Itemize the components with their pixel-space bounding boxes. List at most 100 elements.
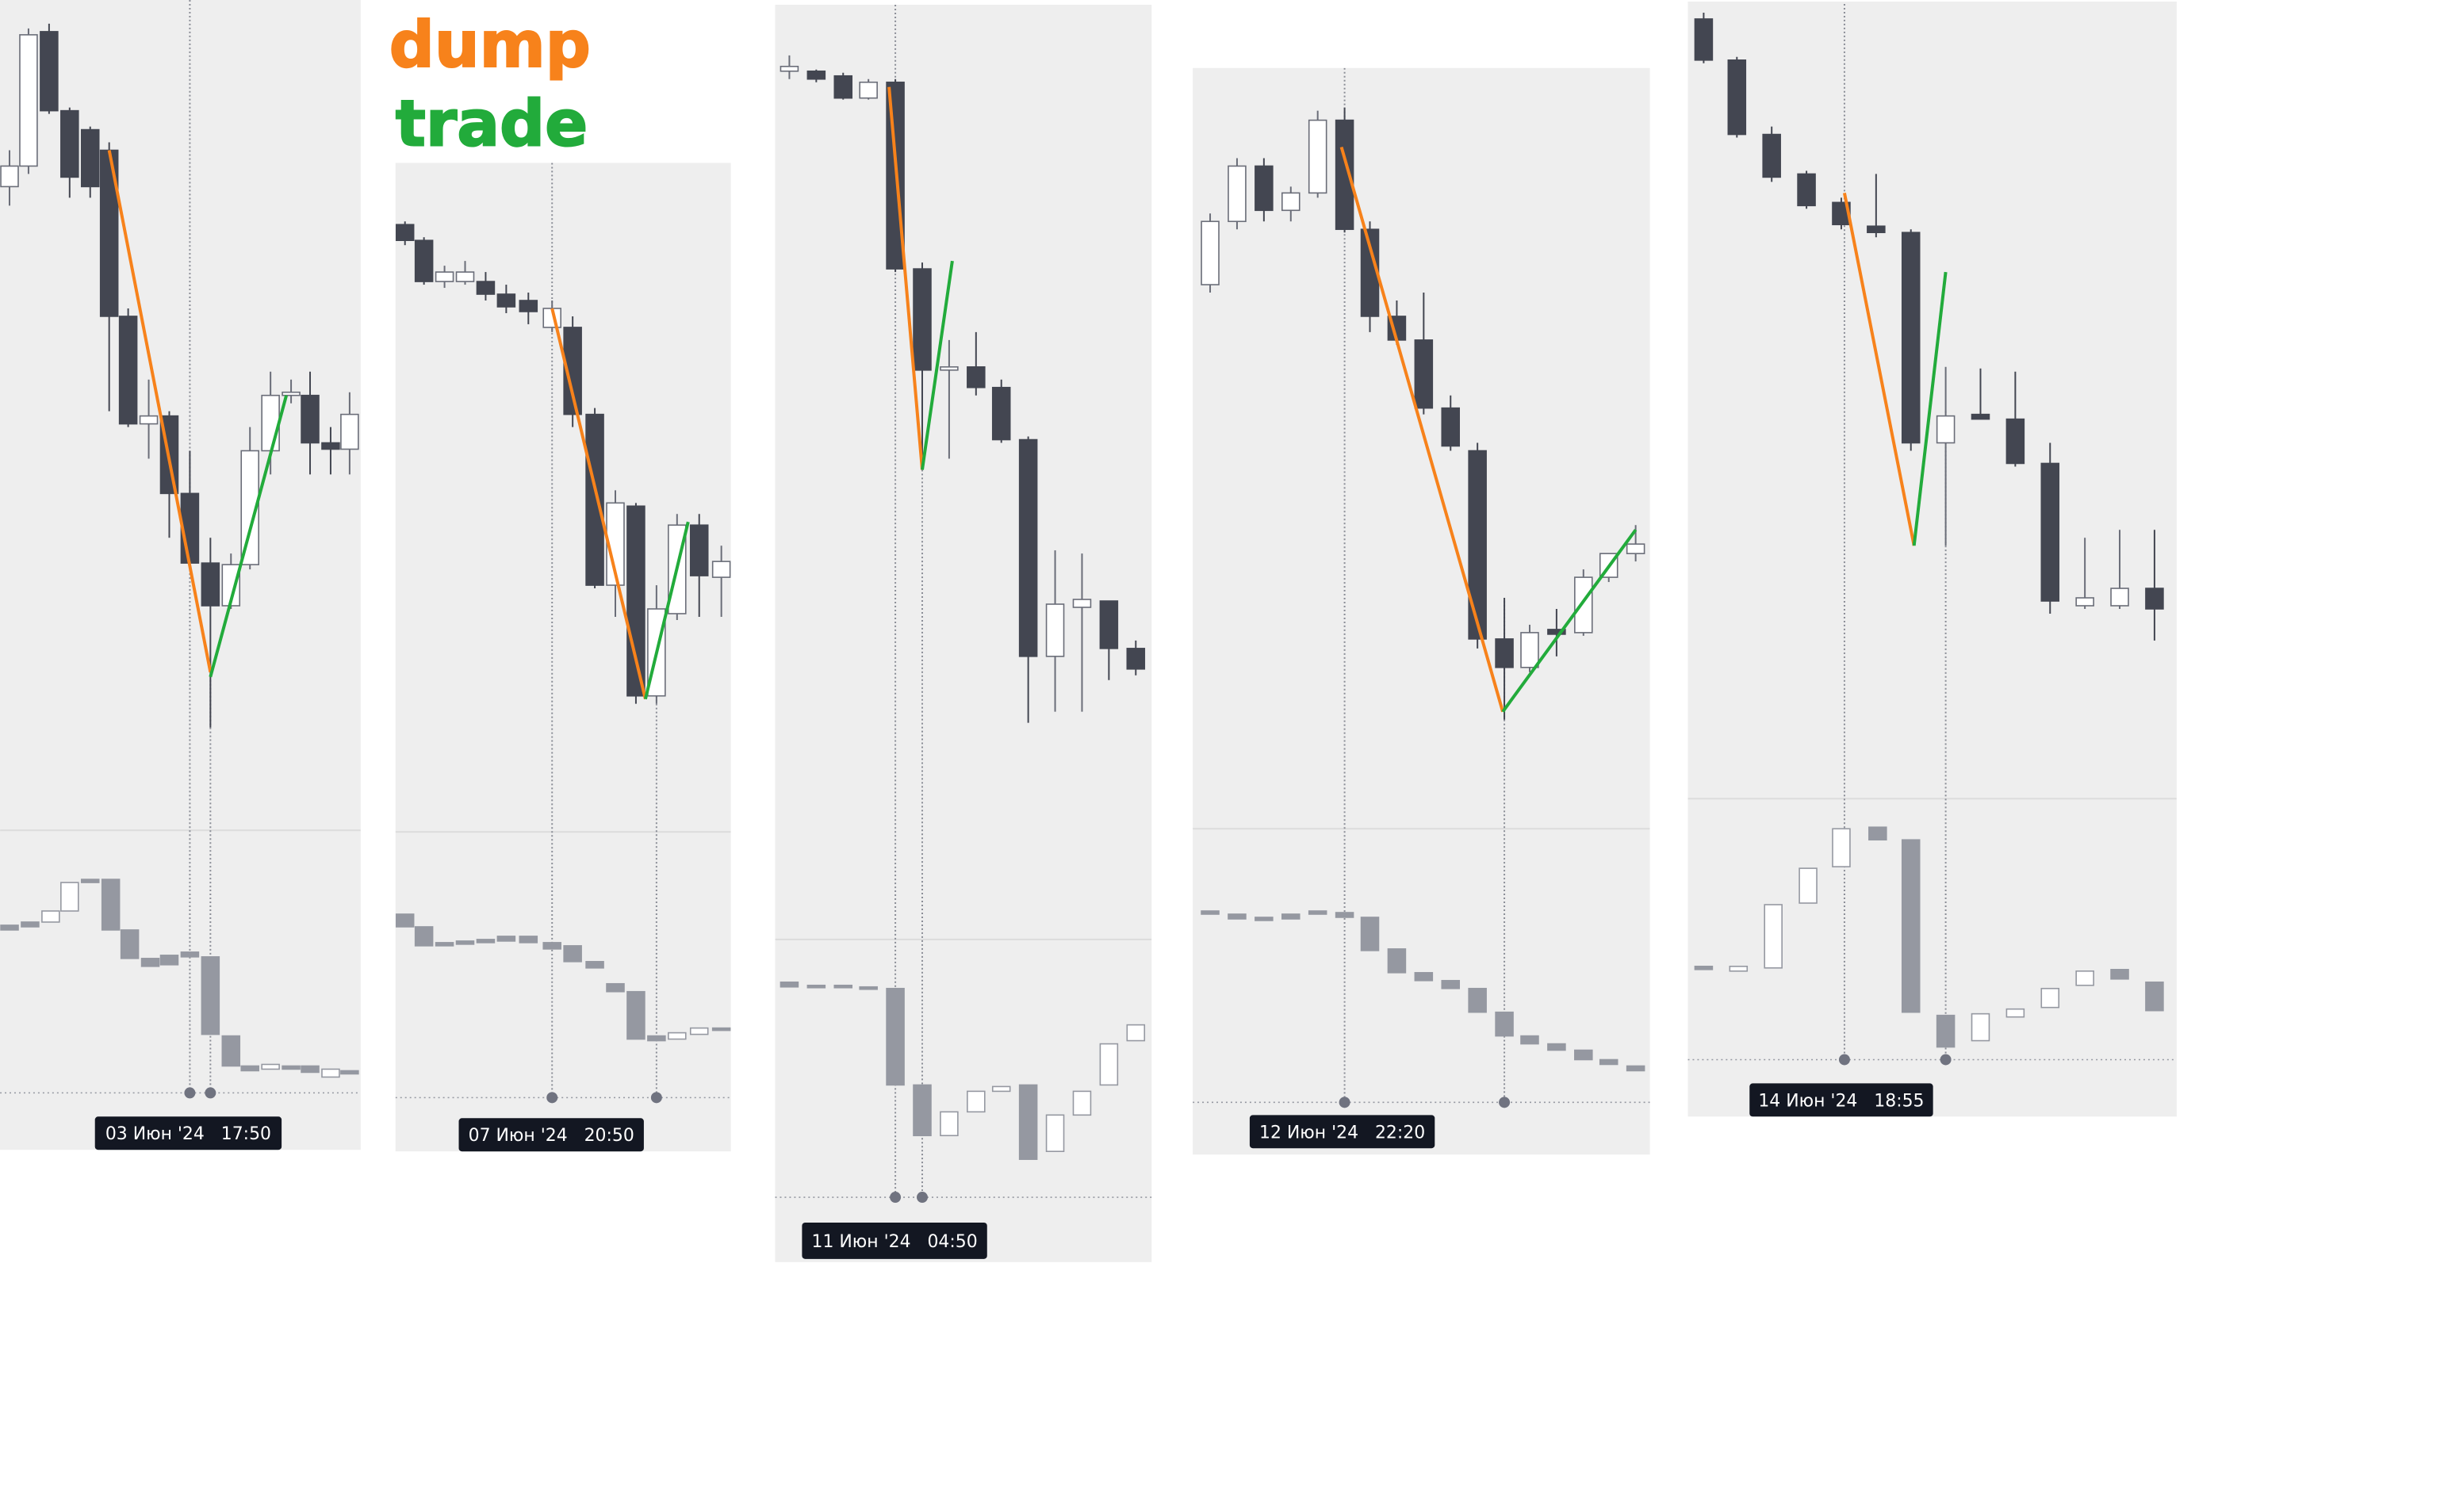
volume-candle [476,939,496,944]
candle-body [1228,165,1247,223]
panel-content [1193,67,1650,1108]
dump-line [1842,192,1916,546]
volume-candle [2075,970,2094,986]
chart-panel: 07 Июн '24 20:50 [395,163,731,1152]
time-label-box [94,1116,282,1150]
candle-body [0,165,19,188]
candle-body [1441,407,1461,447]
candle-body [2005,418,2025,465]
volume-candle [1018,1084,1038,1160]
cursor-dot [1339,1097,1350,1108]
candle-body [1936,415,1956,444]
candle-body [1971,413,1990,420]
candle-body [435,271,454,282]
volume-candle [1099,1043,1119,1086]
volume-candle [913,1084,932,1137]
candle-body [626,505,645,697]
volume-candle [301,1065,320,1074]
chart-panel: 03 Июн '24 17:50 [0,0,361,1150]
candle-body [2145,588,2164,610]
candle-body [414,239,434,282]
time-label-box [458,1118,644,1152]
panel-content [0,0,361,1099]
volume-candle [1360,917,1380,951]
candle-body [1255,165,1274,212]
volume-candle [180,951,200,958]
volume-candle [1468,987,1487,1013]
volume-candle [414,926,434,947]
volume-candle [1729,966,1749,972]
volume-candle [967,1090,986,1113]
candle-body [1867,225,1886,234]
dump-annotation: dump [389,8,591,82]
panel-background [395,163,731,1152]
candle-body [40,31,59,112]
volume-candle [519,936,538,944]
volume-candle [261,1063,280,1070]
candle-body [1574,576,1593,634]
volume-candle [41,910,60,923]
candle-body [240,450,259,565]
time-label: 14 Июн '24 18:55 [1758,1091,1924,1111]
volume-candle [1335,912,1354,918]
time-label: 07 Июн '24 20:50 [469,1126,634,1146]
volume-candle [2145,981,2164,1012]
volume-candle [668,1032,687,1040]
candle-body [1547,629,1566,635]
volume-candle [1936,1014,1956,1048]
candle-body [1308,119,1327,194]
candle-body [780,65,799,72]
candle-body [585,413,604,586]
candle-body [282,391,301,396]
volume-candle [496,936,516,942]
volume-candle [886,987,905,1086]
volume-candle [1072,1090,1092,1116]
candle-body [395,224,415,242]
cursor-dot [1940,1054,1952,1066]
volume-candle [1495,1011,1514,1037]
volume-candle [626,990,645,1040]
candle-body [2110,588,2129,607]
candle-body [1797,173,1816,207]
volume-candle [991,1085,1011,1093]
trade-line [209,395,289,678]
time-label-box [802,1222,987,1259]
trade-line [1501,529,1638,713]
cursor-dot [1838,1054,1850,1066]
chart-panel: 11 Июн '24 04:50 [775,4,1152,1262]
volume-candle [833,984,853,989]
candle-body [833,75,853,99]
trade-line [643,521,690,700]
dump-line [550,308,647,700]
candle-body [261,394,280,452]
volume-candle [1045,1114,1065,1152]
time-label-box [1749,1083,1933,1117]
chart-panel: 14 Июн '24 18:55 [1687,1,2177,1117]
candle-body [1727,59,1747,136]
volume-candle [201,956,220,1035]
panel-background [0,0,361,1150]
candle-body [201,562,220,607]
volume-candle [542,942,561,950]
cursor-dot [917,1192,928,1204]
trade-line [921,260,954,470]
volume-candle [340,1070,359,1075]
volume-candle [1281,913,1301,920]
volume-candle [711,1027,731,1032]
volume-candle [0,924,19,931]
volume-candle [1547,1043,1566,1051]
candle-body [340,413,359,450]
volume-candle [2110,968,2129,980]
volume-candle [2005,1008,2025,1018]
volume-candle [563,945,582,963]
cursor-dot [890,1192,902,1204]
time-label: 12 Июн '24 22:20 [1259,1123,1425,1143]
time-label-box [1249,1115,1435,1149]
volume-candle [1387,948,1407,974]
volume-candle [1901,839,1921,1013]
candle-body [1495,638,1514,668]
panel-content [1687,1,2177,1066]
candle-body [1072,599,1092,608]
candle-body [940,366,959,371]
